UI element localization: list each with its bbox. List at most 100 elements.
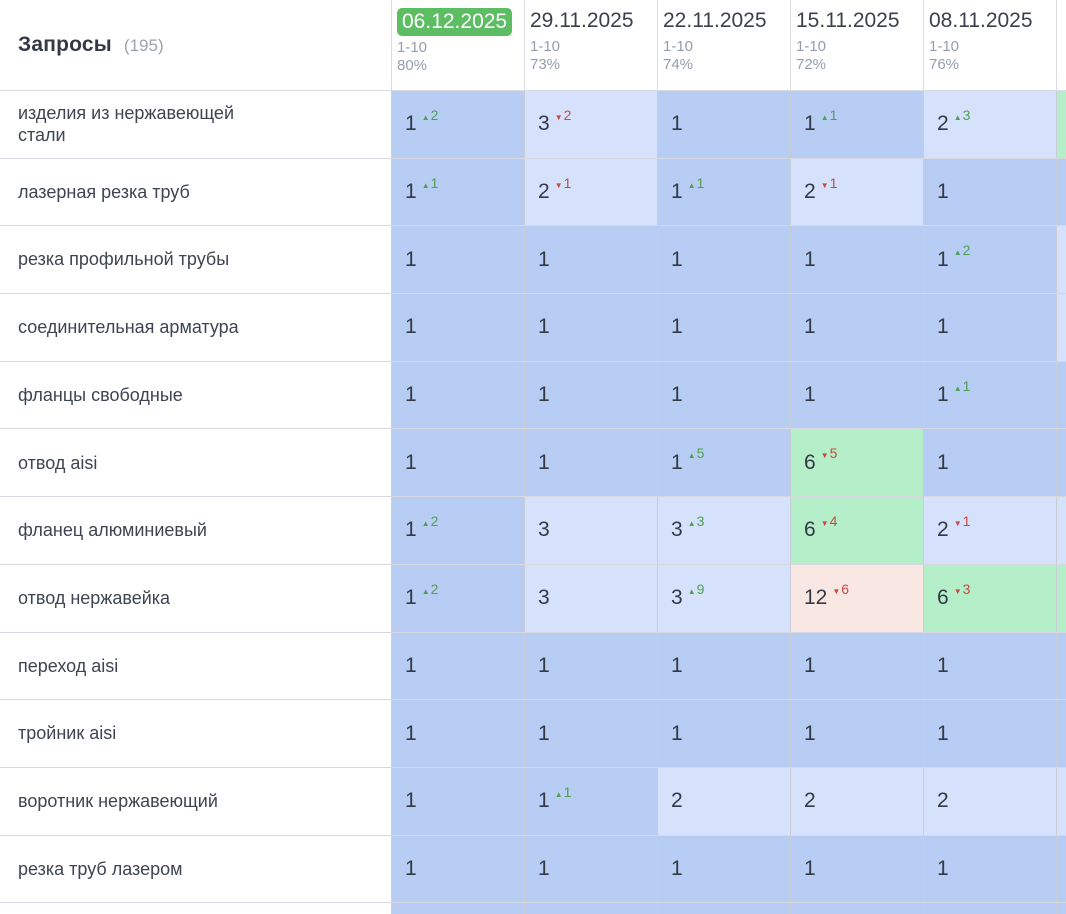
position-cell[interactable]: 1 [524,429,657,497]
position-cell[interactable]: 6 ▼ 5 [790,429,923,497]
position-cell[interactable]: 6 ▼ 3 [923,564,1056,632]
position-cell[interactable]: 1 [790,700,923,767]
position-cell[interactable]: 1 [657,91,790,158]
position-cell[interactable]: 2 [657,767,790,835]
query-label[interactable]: лазерная резка труб [18,181,190,202]
position-value: 2 [671,789,683,813]
position-value: 1 [538,383,550,407]
position-cell[interactable]: 1 [391,632,524,700]
date-label: 22.11.2025 [663,9,767,32]
date-column-header[interactable]: 29.11.2025 1-10 73% [524,0,657,90]
position-cell[interactable]: 1 ▲ 2 [391,91,524,158]
down-triangle-icon: ▼ [554,180,563,190]
position-cell[interactable]: 1 [524,361,657,429]
position-cell[interactable]: 1 [657,294,790,361]
query-label[interactable]: соединительная арматура [18,317,239,338]
query-label[interactable]: фланец алюминиевый [18,520,207,541]
date-column-header[interactable]: 06.12.2025 1-10 80% [391,0,524,90]
position-cell[interactable]: 1 ▲ 1 [524,767,657,835]
position-cell[interactable]: 1 [790,294,923,361]
position-cell[interactable]: 1 [524,294,657,361]
position-value: 2 [804,789,816,813]
position-cell[interactable]: 1 [524,835,657,903]
delta-value: 3 [696,512,705,529]
next-date-column-partial [1056,0,1066,90]
position-value: 3 [538,518,550,542]
position-cell[interactable]: 3 ▲ 3 [657,497,790,564]
query-label[interactable]: изделия из нержавеющей стали [18,102,234,146]
position-cell[interactable]: 1 [657,361,790,429]
position-cell[interactable]: 1 [524,632,657,700]
position-cell[interactable]: 1 [391,226,524,294]
query-label[interactable]: переход aisi [18,655,119,676]
position-cell[interactable]: 1 [923,835,1056,903]
delta-up-indicator: ▲ 2 [422,108,439,125]
delta-up-indicator: ▲ 1 [422,176,439,193]
position-cell[interactable]: 1 [524,700,657,767]
position-cell[interactable]: 1 ▲ 5 [657,429,790,497]
position-cell[interactable]: 6 ▼ 4 [790,497,923,564]
position-cell[interactable]: 1 ▲ 1 [923,361,1056,429]
position-cell[interactable]: 1 [391,767,524,835]
position-cell[interactable]: 1 ▲ 2 [391,564,524,632]
position-value: 1 [405,112,417,136]
position-cell[interactable]: 1 [391,835,524,903]
query-label[interactable]: отвод нержавейка [18,587,171,608]
position-cell[interactable]: 1 [923,158,1056,226]
position-cell[interactable]: 2 [923,767,1056,835]
position-cell[interactable]: 3 [524,497,657,564]
position-cell[interactable]: 12 ▼ 6 [790,564,923,632]
position-cell[interactable]: 1 ▲ 2 [923,226,1056,294]
position-cell[interactable]: 3 ▼ 2 [524,91,657,158]
date-column-header[interactable]: 15.11.2025 1-10 72% [790,0,923,90]
position-cell[interactable]: 1 [923,429,1056,497]
table-header-row: Запросы (195) 06.12.2025 1-10 80% 29.11.2025… [0,0,1066,91]
position-value: 1 [937,247,949,271]
position-cell[interactable]: 1 [790,226,923,294]
delta-down-indicator: ▼ 1 [954,514,971,531]
position-cell[interactable]: 1 [790,632,923,700]
position-cell[interactable]: 1 [923,700,1056,767]
position-cell[interactable]: 1 [391,361,524,429]
date-column-header[interactable]: 08.11.2025 1-10 76% [923,0,1056,90]
position-cell[interactable]: 1 [790,835,923,903]
position-value: 1 [538,856,550,880]
query-label[interactable]: резка труб лазером [18,858,183,879]
query-label[interactable]: фланцы свободные [18,384,183,405]
query-label[interactable]: воротник нержавеющий [18,790,218,811]
position-cell[interactable]: 1 ▲ 1 [657,158,790,226]
query-label[interactable]: отвод aisi [18,452,98,473]
position-cell[interactable]: 1 [391,700,524,767]
query-label[interactable]: резка профильной трубы [18,249,230,270]
position-cell[interactable]: 1 [657,835,790,903]
position-value: 1 [538,653,550,677]
position-cell[interactable]: 1 [923,632,1056,700]
position-value: 1 [538,450,550,474]
date-column-header[interactable]: 22.11.2025 1-10 74% [657,0,790,90]
position-cell[interactable]: 3 [524,564,657,632]
position-cell[interactable]: 1 [391,294,524,361]
coverage-percent: 74% [663,56,694,73]
position-cell[interactable]: 1 [923,294,1056,361]
position-cell[interactable]: 1 [391,429,524,497]
position-value: 1 [405,856,417,880]
position-cell[interactable]: 3 ▲ 9 [657,564,790,632]
down-triangle-icon: ▼ [820,180,829,190]
position-cell[interactable]: 2 ▼ 1 [790,158,923,226]
position-cell[interactable]: 2 [790,767,923,835]
position-cell[interactable]: 1 [657,226,790,294]
position-cell[interactable]: 1 [524,226,657,294]
delta-value: 1 [962,377,971,394]
position-cell[interactable]: 1 ▲ 1 [790,91,923,158]
position-cell[interactable]: 1 [657,700,790,767]
position-cell[interactable]: 1 ▲ 1 [391,158,524,226]
position-cell[interactable]: 2 ▼ 1 [923,497,1056,564]
position-cell[interactable]: 1 ▲ 2 [391,497,524,564]
position-cell[interactable]: 1 [790,361,923,429]
position-value: 3 [538,586,550,610]
position-cell[interactable]: 1 [657,632,790,700]
position-cell[interactable]: 2 ▼ 1 [524,158,657,226]
query-label[interactable]: тройник aisi [18,723,117,744]
position-cell[interactable]: 2 ▲ 3 [923,91,1056,158]
